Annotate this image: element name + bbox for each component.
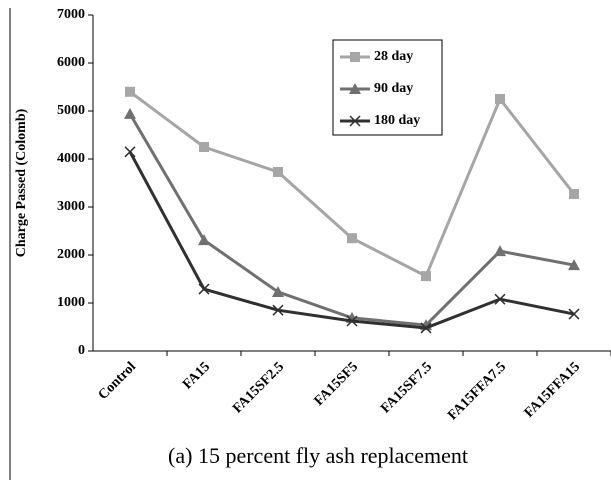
y-tick-label: 2000 bbox=[57, 247, 85, 262]
data-point bbox=[198, 283, 210, 295]
x-tick-label: FA15 bbox=[180, 359, 213, 392]
data-point bbox=[421, 271, 431, 282]
y-tick-label: 1000 bbox=[57, 295, 85, 310]
legend-label: 28 day bbox=[374, 49, 413, 64]
data-point bbox=[568, 308, 580, 320]
x-tick-label: Control bbox=[96, 359, 140, 403]
y-axis-label: Charge Passed (Colomb) bbox=[14, 108, 29, 257]
legend-marker bbox=[350, 52, 360, 62]
y-tick-label: 5000 bbox=[57, 103, 85, 118]
data-point bbox=[420, 322, 432, 334]
data-point bbox=[568, 259, 580, 271]
data-point bbox=[198, 234, 210, 246]
x-tick-label: FA15FFA15 bbox=[522, 359, 583, 420]
x-tick-label: FA15SF2.5 bbox=[230, 359, 287, 416]
x-tick-label: FA15SF7.5 bbox=[378, 359, 435, 416]
legend-marker bbox=[349, 115, 361, 127]
data-point bbox=[199, 142, 209, 152]
legend-marker bbox=[349, 83, 361, 94]
data-point bbox=[272, 304, 284, 316]
data-point bbox=[347, 233, 357, 244]
series-line bbox=[128, 113, 575, 327]
y-tick-label: 6000 bbox=[57, 55, 85, 70]
data-point bbox=[569, 189, 579, 200]
data-point bbox=[124, 107, 136, 119]
data-point bbox=[124, 146, 136, 158]
data-point bbox=[125, 86, 135, 97]
y-tick-label: 4000 bbox=[57, 151, 85, 166]
y-tick-label: 7000 bbox=[57, 7, 85, 22]
x-tick-label: FA15FFA7.5 bbox=[445, 359, 509, 423]
x-tick-label: FA15SF5 bbox=[312, 359, 361, 408]
data-point bbox=[494, 293, 506, 305]
data-point bbox=[346, 315, 358, 327]
data-point bbox=[272, 285, 284, 297]
legend-label: 180 day bbox=[374, 113, 420, 128]
data-point bbox=[494, 245, 506, 257]
y-tick-label: 3000 bbox=[57, 199, 85, 214]
data-point bbox=[495, 94, 505, 104]
chart-title: (a) 15 percent fly ash replacement bbox=[168, 443, 468, 468]
data-point bbox=[273, 166, 283, 177]
legend-label: 90 day bbox=[374, 81, 413, 96]
y-tick-label: 0 bbox=[78, 343, 85, 358]
